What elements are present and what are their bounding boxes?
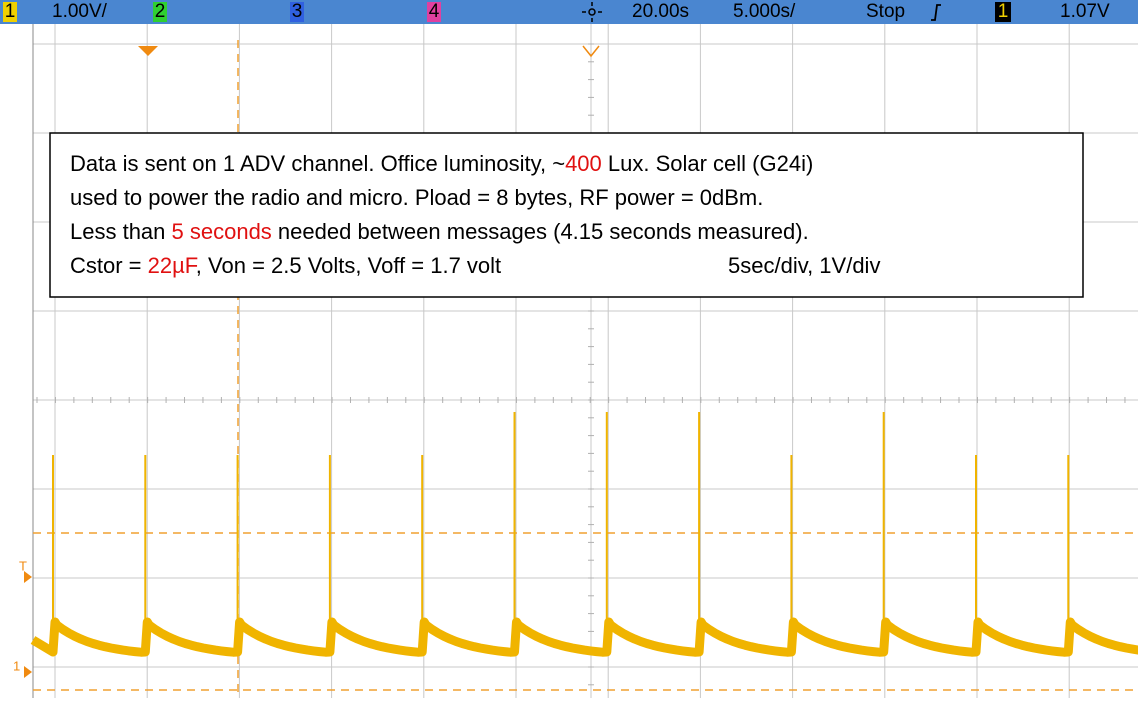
ch1: 1 (5, 1, 16, 22)
ground-arrow (24, 666, 32, 678)
ch1-badge (3, 2, 17, 22)
status-bar-bg (0, 0, 1138, 24)
time-position: 20.00s (632, 1, 689, 22)
ch4-badge (427, 2, 441, 22)
status-bar: 1 1.00V/ 2 3 4 20.00s 5.000s/ Stop 1 1.0… (0, 0, 1138, 24)
ch4: 4 (429, 1, 440, 22)
annotation-text: 5 seconds (172, 219, 272, 244)
ch3: 3 (292, 1, 303, 22)
trigger-edge-icon (931, 4, 941, 21)
annotation-line: used to power the radio and micro. Pload… (70, 185, 763, 210)
trigger-marker: T (19, 558, 27, 573)
waveform (30, 617, 1138, 657)
acquire-icon (582, 2, 602, 22)
annotation-text: 5sec/div, 1V/div (728, 253, 880, 278)
annotation-line: Cstor = 22µF, Von = 2.5 Volts, Voff = 1.… (70, 253, 880, 278)
ground-marker: 1 (13, 658, 20, 673)
trigger-source: 1 (998, 1, 1009, 22)
annotation-text: Less than (70, 219, 172, 244)
ch3-badge (290, 2, 304, 22)
annotation-line: Less than 5 seconds needed between messa… (70, 219, 809, 244)
ch2: 2 (155, 1, 166, 22)
annotation-text: , Von = 2.5 Volts, Voff = 1.7 volt (196, 253, 501, 278)
annotation-line: Data is sent on 1 ADV channel. Office lu… (70, 151, 813, 176)
annotation-text: used to power the radio and micro. Pload… (70, 185, 763, 210)
time-scale: 5.000s/ (733, 1, 796, 22)
annotation-text: needed between messages (4.15 seconds me… (272, 219, 809, 244)
trigger-level: 1.07V (1060, 1, 1110, 22)
left-margin (0, 24, 33, 698)
annotation-text: 22µF (148, 253, 198, 278)
ch2-badge (153, 2, 167, 22)
ch1-scale: 1.00V/ (52, 1, 108, 22)
annotation-text: Cstor = (70, 253, 148, 278)
annotation: Data is sent on 1 ADV channel. Office lu… (70, 151, 880, 278)
trigger-pos-marker (582, 45, 600, 58)
run-state: Stop (866, 1, 905, 22)
annotation-text: Data is sent on 1 ADV channel. Office lu… (70, 151, 565, 176)
time-ref-marker (138, 46, 158, 56)
annotation-box (49, 132, 1084, 298)
trigger-source-badge (995, 2, 1011, 22)
annotation-text: 400 (565, 151, 602, 176)
annotation-text: Lux. Solar cell (G24i) (602, 151, 814, 176)
trigger-arrow (24, 571, 32, 583)
waveform-spikes (52, 412, 1070, 625)
